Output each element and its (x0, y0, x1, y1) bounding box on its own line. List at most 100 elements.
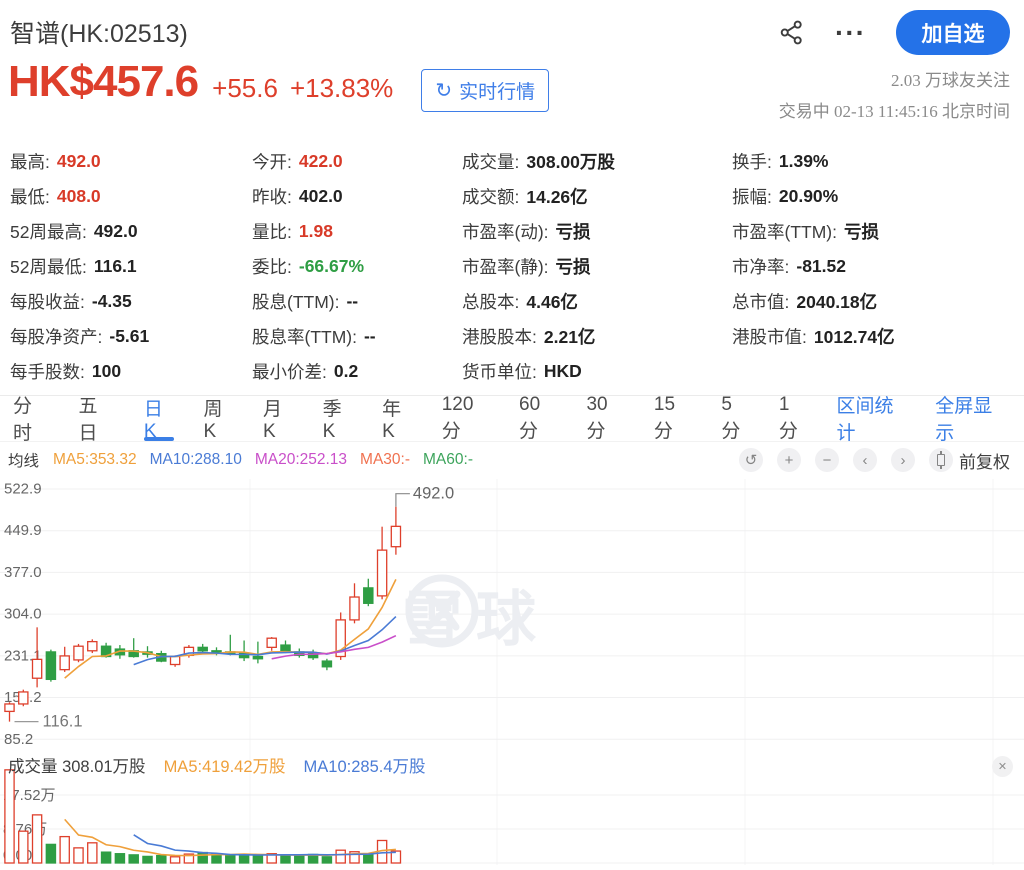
price-change: +55.6 (212, 73, 278, 103)
stat-row: 每股收益: -4.35 (10, 284, 252, 319)
tab-周K[interactable]: 周K (203, 398, 223, 442)
followers-count: 2.03 万球友关注 (891, 71, 1010, 90)
adjust-mode-label[interactable]: 前复权 (959, 452, 1010, 472)
stat-label: 今开: (252, 151, 292, 172)
pan-right-icon[interactable]: › (891, 448, 915, 473)
stat-value: -4.35 (91, 290, 132, 311)
stat-label: 最小价差: (252, 361, 327, 382)
stat-row: 总市值: 2040.18亿 (732, 284, 1014, 319)
stat-value: 492.0 (56, 150, 101, 171)
current-price: HK$457.6 (8, 57, 199, 106)
kline-chart[interactable]: 522.9449.9377.0304.0231.1158.285.2492.01… (0, 478, 1024, 751)
stats-column-1: 最高: 492.0 最低: 408.0 52周最高: 492.0 52周最低: 116.1 每股… (10, 144, 252, 389)
stat-row: 今开: 422.0 (252, 144, 462, 179)
stat-value: -5.61 (109, 325, 150, 346)
zoom-in-icon[interactable]: + (777, 448, 801, 473)
stat-value: -- (346, 290, 359, 311)
stat-label: 量比: (252, 221, 292, 242)
stat-label: 总股本: (462, 291, 520, 312)
tab-月K[interactable]: 月K (263, 398, 283, 442)
stat-row: 市盈率(静): 亏损 (462, 249, 732, 284)
stat-value: 116.1 (93, 255, 137, 276)
chart-links: 区间统计 全屏显示 (836, 391, 1008, 445)
stat-label: 委比: (252, 256, 292, 277)
svg-text:116.1: 116.1 (43, 713, 83, 731)
stat-label: 市盈率(动): (462, 221, 549, 242)
stat-row: 昨收: 402.0 (252, 179, 462, 214)
stat-value: 亏损 (555, 256, 591, 277)
svg-text:85.2: 85.2 (4, 731, 33, 748)
realtime-quote-button[interactable]: 实时行情 (421, 69, 550, 112)
realtime-label: 实时行情 (459, 82, 536, 103)
svg-text:377.0: 377.0 (4, 564, 42, 581)
tab-五日[interactable]: 五日 (78, 396, 98, 445)
stat-value: 308.00万股 (526, 151, 615, 172)
tab-30分[interactable]: 30分 (586, 393, 608, 442)
kline-chart-area[interactable]: 522.9449.9377.0304.0231.1158.285.2492.01… (0, 478, 1024, 751)
close-volume-icon[interactable] (992, 755, 1013, 777)
undo-icon[interactable]: ↺ (739, 448, 763, 473)
stat-value: 20.90% (778, 185, 839, 206)
quote-row: HK$457.6 +55.6 +13.83% 实时行情 2.03 万球友关注 交… (0, 55, 1024, 128)
stat-row: 市盈率(TTM): 亏损 (732, 214, 1014, 249)
zoom-out-icon[interactable]: − (815, 448, 839, 473)
stat-row: 每股净资产: -5.61 (10, 319, 252, 354)
stats-column-2: 今开: 422.0 昨收: 402.0 量比: 1.98 委比: -66.67% 股息(TTM)… (252, 144, 462, 389)
candle-style-icon[interactable] (929, 448, 953, 473)
trading-status: 交易中 02-13 11:45:16 北京时间 (778, 102, 1010, 122)
stat-label: 港股市值: (732, 326, 807, 347)
stat-row: 最低: 408.0 (10, 179, 252, 214)
pan-left-icon[interactable]: ‹ (853, 448, 877, 473)
tab-120分[interactable]: 120分 (441, 393, 474, 442)
stat-value: 492.0 (93, 220, 138, 241)
stat-label: 货币单位: (462, 361, 537, 382)
tab-15分[interactable]: 15分 (653, 393, 676, 442)
ma-legend-item: MA30:- (360, 451, 411, 469)
tab-日K[interactable]: 日K (143, 396, 174, 442)
stat-row: 市盈率(动): 亏损 (462, 214, 732, 249)
volume-title: 成交量 308.01万股 (8, 757, 146, 776)
ma-legend-prefix: 均线 (8, 453, 40, 471)
stat-row: 港股市值: 1012.74亿 (732, 319, 1014, 354)
stat-label: 每股净资产: (10, 326, 103, 347)
volume-header: 成交量 308.01万股 MA5:419.42万股 MA10:285.4万股 (8, 753, 426, 777)
tab-60分[interactable]: 60分 (519, 393, 541, 442)
tab-季K[interactable]: 季K (322, 398, 342, 442)
period-tabs: 分时 五日 日K 周K 月K 季K 年K 120分 60分 30分 15分 5分 1分 (13, 393, 836, 445)
more-icon[interactable] (835, 23, 866, 43)
tab-1分[interactable]: 1分 (778, 393, 798, 442)
stat-label: 最低: (10, 186, 50, 207)
stat-label: 振幅: (732, 186, 772, 207)
add-watchlist-button[interactable]: 加自选 (896, 10, 1010, 55)
stat-row: 股息(TTM): -- (252, 284, 462, 319)
stat-row: 52周最低: 116.1 (10, 249, 252, 284)
tab-年K[interactable]: 年K (382, 398, 402, 442)
stat-label: 股息(TTM): (252, 291, 340, 312)
link-全屏显示[interactable]: 全屏显示 (935, 396, 993, 445)
stat-value: -- (363, 325, 376, 346)
ma-legend-item: MA60:- (423, 451, 473, 469)
ma-legend: MA5:353.32 MA10:288.10 MA20:252.13 MA30:- MA… (53, 451, 486, 469)
stat-value: -81.52 (796, 255, 846, 276)
tab-分时[interactable]: 分时 (13, 396, 33, 445)
tab-5分[interactable]: 5分 (721, 393, 741, 442)
stat-row: 市净率: -81.52 (732, 249, 1014, 284)
stat-row: 换手: 1.39% (732, 144, 1014, 179)
stats-grid: 最高: 492.0 最低: 408.0 52周最高: 492.0 52周最低: 116.1 每股… (0, 128, 1024, 395)
share-icon[interactable] (778, 19, 805, 46)
chart-toolbar: ↺ + − ‹ › (739, 448, 953, 473)
svg-text:449.9: 449.9 (4, 522, 42, 539)
stat-row: 成交额: 14.26亿 (462, 179, 732, 214)
link-区间统计[interactable]: 区间统计 (836, 396, 894, 445)
stat-row: 最高: 492.0 (10, 144, 252, 179)
stats-column-3: 成交量: 308.00万股 成交额: 14.26亿 市盈率(动): 亏损 市盈率(静): 亏损… (462, 144, 732, 389)
stat-row: 成交量: 308.00万股 (462, 144, 732, 179)
price-change-percent: +13.83% (289, 73, 394, 103)
stat-value: 408.0 (56, 185, 101, 206)
stat-value: 14.26亿 (526, 186, 588, 207)
header-actions: 加自选 (778, 10, 1010, 55)
stat-row: 总股本: 4.46亿 (462, 284, 732, 319)
stat-label: 股息率(TTM): (252, 326, 357, 347)
ma-legend-row: 均线 MA5:353.32 MA10:288.10 MA20:252.13 MA30:… (0, 442, 1024, 479)
